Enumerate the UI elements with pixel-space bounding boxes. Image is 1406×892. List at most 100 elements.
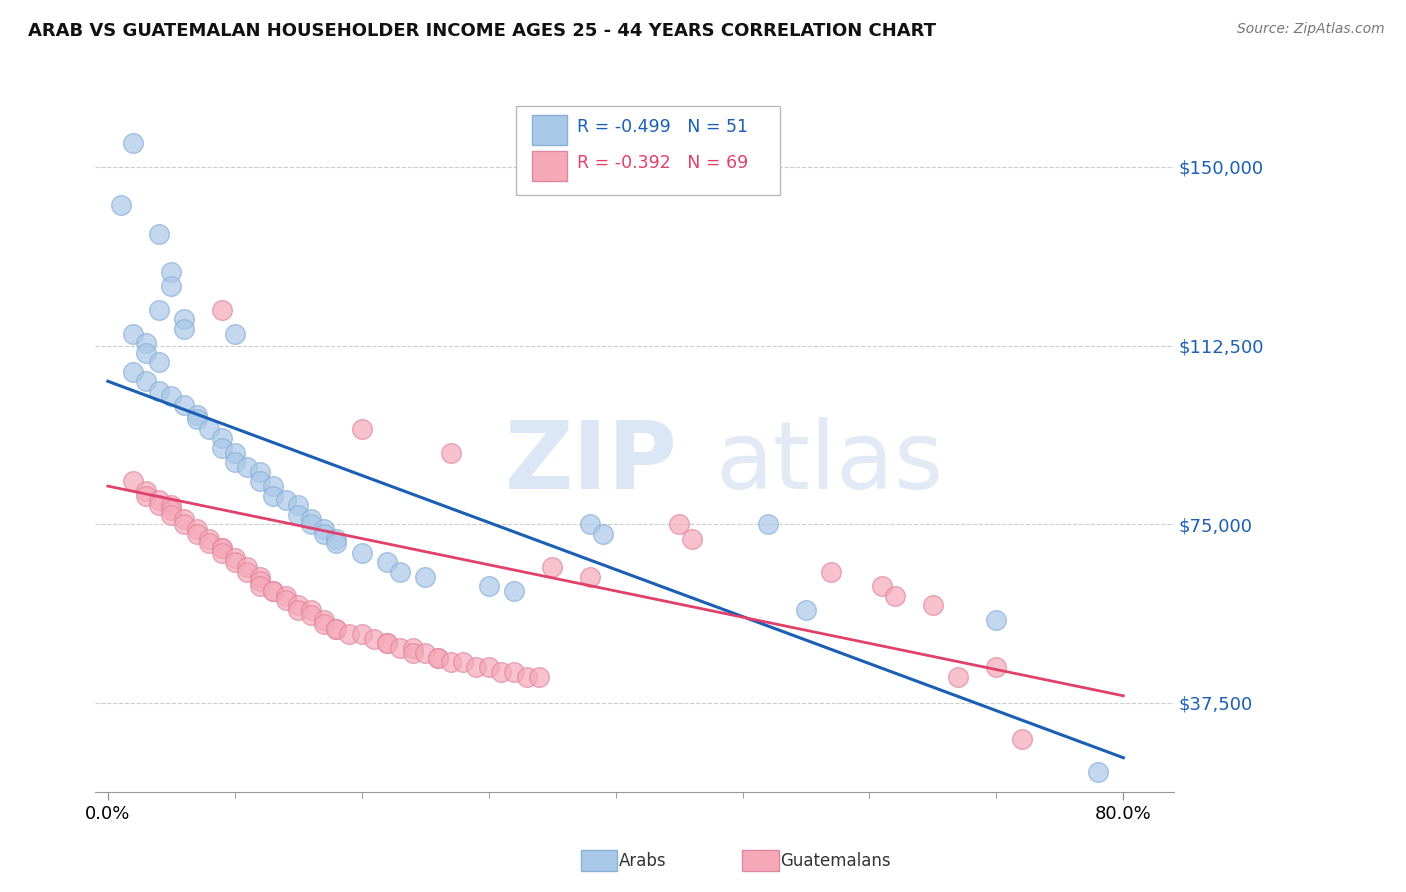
Point [491, 665, 513, 679]
FancyBboxPatch shape [516, 106, 780, 195]
Point [986, 613, 1008, 627]
Point [160, 388, 183, 402]
Point [579, 517, 602, 532]
Point [110, 198, 132, 212]
Point [1087, 765, 1109, 780]
Point [756, 517, 779, 532]
Point [224, 555, 246, 569]
Point [325, 532, 347, 546]
Point [401, 646, 423, 660]
Point [287, 508, 309, 522]
Point [287, 603, 309, 617]
Point [503, 665, 526, 679]
Point [249, 574, 271, 589]
FancyBboxPatch shape [531, 115, 567, 145]
Point [325, 622, 347, 636]
Point [236, 460, 259, 475]
Point [173, 312, 195, 326]
Point [299, 607, 322, 622]
Point [224, 550, 246, 565]
Point [274, 593, 297, 607]
Point [503, 583, 526, 598]
Point [668, 517, 690, 532]
Point [198, 422, 221, 436]
Point [287, 498, 309, 512]
Point [148, 227, 170, 241]
Point [198, 532, 221, 546]
Point [148, 493, 170, 508]
FancyBboxPatch shape [531, 151, 567, 181]
Point [186, 526, 208, 541]
Point [312, 613, 335, 627]
Point [211, 541, 233, 555]
Point [135, 374, 157, 388]
Point [388, 641, 411, 656]
Point [337, 627, 360, 641]
Point [122, 326, 145, 341]
Point [211, 302, 233, 317]
Point [451, 656, 474, 670]
Text: Source: ZipAtlas.com: Source: ZipAtlas.com [1237, 22, 1385, 37]
Point [426, 650, 449, 665]
Point [922, 599, 945, 613]
Point [249, 475, 271, 489]
Point [413, 569, 436, 583]
Point [148, 355, 170, 369]
Text: ZIP: ZIP [505, 417, 678, 509]
Point [986, 660, 1008, 674]
Point [375, 555, 398, 569]
Point [211, 541, 233, 555]
Point [948, 670, 970, 684]
Text: Guatemalans: Guatemalans [780, 852, 891, 870]
Point [299, 512, 322, 526]
Text: atlas: atlas [716, 417, 943, 509]
Point [262, 479, 284, 493]
Point [375, 636, 398, 650]
Point [160, 503, 183, 517]
Point [148, 498, 170, 512]
Point [529, 670, 551, 684]
Point [681, 532, 703, 546]
Point [211, 441, 233, 455]
Point [173, 322, 195, 336]
Point [325, 622, 347, 636]
Point [173, 517, 195, 532]
Point [236, 565, 259, 579]
Point [579, 569, 602, 583]
Point [299, 603, 322, 617]
Point [478, 660, 501, 674]
Point [135, 483, 157, 498]
Point [870, 579, 893, 593]
Point [249, 465, 271, 479]
Point [592, 526, 614, 541]
Point [413, 646, 436, 660]
Point [350, 422, 373, 436]
Point [350, 627, 373, 641]
Point [122, 365, 145, 379]
Point [135, 345, 157, 359]
Point [794, 603, 817, 617]
Point [299, 517, 322, 532]
Point [478, 579, 501, 593]
Point [160, 498, 183, 512]
Point [122, 136, 145, 150]
Point [465, 660, 488, 674]
Point [173, 512, 195, 526]
Point [312, 617, 335, 632]
Point [211, 546, 233, 560]
Text: R = -0.392   N = 69: R = -0.392 N = 69 [578, 154, 749, 172]
Text: Arabs: Arabs [619, 852, 666, 870]
Point [224, 455, 246, 469]
Point [325, 536, 347, 550]
Point [516, 670, 538, 684]
Point [375, 636, 398, 650]
Point [211, 432, 233, 446]
Point [350, 546, 373, 560]
Point [186, 412, 208, 426]
Point [160, 265, 183, 279]
Point [541, 560, 564, 574]
Point [249, 569, 271, 583]
Point [274, 493, 297, 508]
Point [883, 589, 905, 603]
Point [173, 398, 195, 412]
